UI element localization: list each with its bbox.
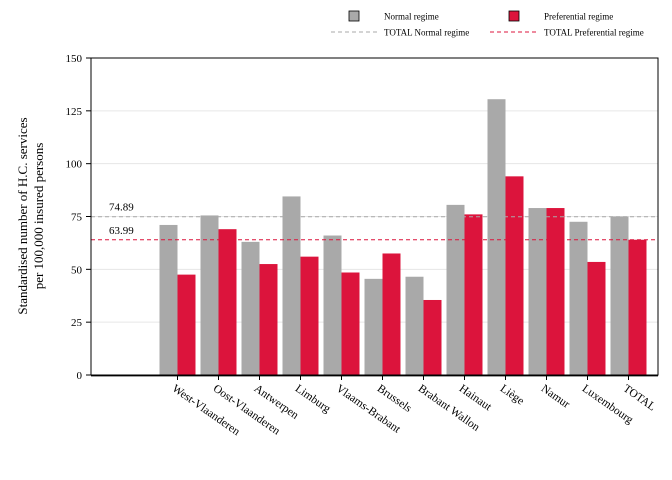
y-tick-label: 50 <box>71 264 83 276</box>
y-tick-label: 75 <box>71 212 83 224</box>
y-tick-label: 150 <box>66 53 83 65</box>
reference-line-label: 63.99 <box>109 225 134 237</box>
x-category-label: Liège <box>498 383 526 408</box>
bar-normal <box>282 196 301 375</box>
bar-normal <box>610 216 629 375</box>
bar-normal <box>487 99 506 376</box>
bar-normal <box>569 221 588 375</box>
bar-preferential <box>341 272 360 375</box>
bar-preferential <box>628 239 647 375</box>
legend-label-normal: Normal regime <box>384 12 439 22</box>
reference-line-label: 74.89 <box>109 202 134 214</box>
bar-normal <box>364 278 383 375</box>
bar-preferential <box>546 208 565 375</box>
y-tick-label: 25 <box>71 317 83 329</box>
y-tick-label: 100 <box>66 159 83 171</box>
x-category-label: TOTAL <box>621 383 658 414</box>
y-axis-ticks: 0 25 50 75 100 125 150 <box>66 53 91 382</box>
legend: Normal regime Preferential regime TOTAL … <box>331 10 644 38</box>
y-axis-label-line-1: Standardised number of H.C. services <box>15 117 30 314</box>
bar-normal <box>405 276 424 375</box>
legend-label-preferential: Preferential regime <box>544 12 613 22</box>
bar-preferential <box>505 176 524 375</box>
legend-swatch-normal <box>348 10 360 22</box>
bar-preferential <box>177 274 196 375</box>
x-category-label: Namur <box>539 383 572 411</box>
reference-lines: 74.89 63.99 <box>91 202 658 241</box>
legend-label-total-normal: TOTAL Normal regime <box>384 28 469 38</box>
bars <box>159 99 647 376</box>
bar-preferential <box>423 299 442 375</box>
bar-preferential <box>218 229 237 375</box>
y-axis-label-line-2: per 100,000 insured persons <box>31 143 46 290</box>
x-axis-categories: West-VlaanderenOost-VlaanderenAntwerpenL… <box>170 375 658 438</box>
bar-preferential <box>382 253 401 375</box>
legend-label-total-preferential: TOTAL Preferential regime <box>544 28 644 38</box>
bar-normal <box>159 224 178 375</box>
y-tick-label: 0 <box>77 370 83 382</box>
bar-normal <box>200 215 219 375</box>
x-category-label: Hainaut <box>457 383 494 414</box>
bar-preferential <box>464 214 483 375</box>
legend-swatch-preferential <box>508 10 520 22</box>
bar-normal <box>528 208 547 375</box>
bar-normal <box>446 204 465 375</box>
y-axis-label: Standardised number of H.C. services per… <box>15 117 46 314</box>
bar-preferential <box>300 256 319 375</box>
bar-normal <box>241 241 260 375</box>
bar-normal <box>323 235 342 375</box>
bar-preferential <box>259 264 278 375</box>
bar-preferential <box>587 261 606 375</box>
y-tick-label: 125 <box>66 106 83 118</box>
